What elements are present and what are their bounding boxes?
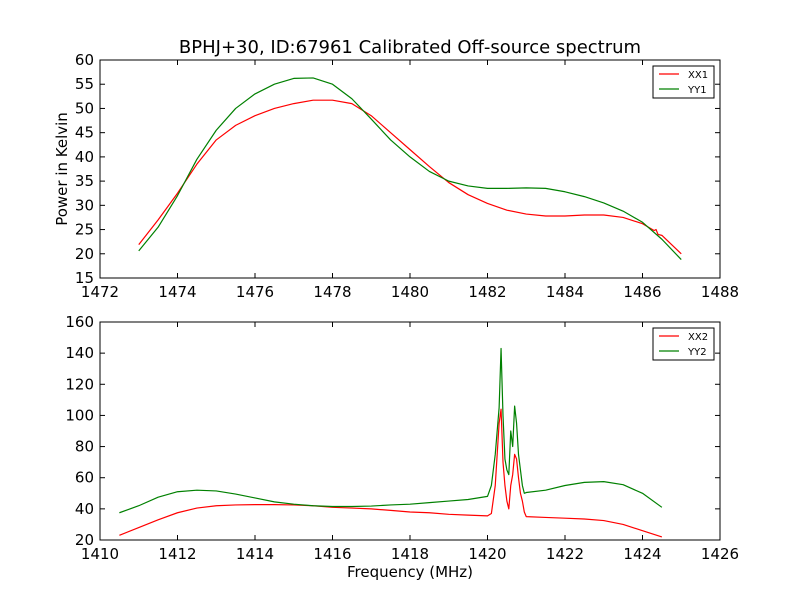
bottom-xtick-label: 1422 (546, 545, 584, 563)
bottom-legend-xx2-label: XX2 (688, 332, 708, 343)
bottom-xtick-label: 1424 (623, 545, 661, 563)
bottom-xtick-label: 1412 (158, 545, 196, 563)
top-ytick-label: 55 (75, 75, 94, 93)
top-xtick-label: 1484 (546, 283, 584, 301)
top-ytick-label: 20 (75, 245, 94, 263)
top-xtick-label: 1478 (313, 283, 351, 301)
bottom-series-line-yy2 (119, 347, 663, 514)
bottom-plot-xlabel: Frequency (MHz) (347, 563, 473, 581)
top-xtick-label: 1482 (468, 283, 506, 301)
bottom-plot-legend: XX2 YY2 (652, 327, 715, 361)
top-series-line-yy1 (138, 77, 682, 261)
bottom-ytick-label: 160 (65, 313, 94, 331)
bottom-xtick-label: 1426 (701, 545, 739, 563)
bottom-plot: Frequency (MHz) 1410 1412 1414 1416 1418 1420… (65, 313, 739, 581)
top-ytick-label: 35 (75, 172, 94, 190)
top-ytick-label: 30 (75, 196, 94, 214)
top-ytick-label: 25 (75, 221, 94, 239)
bottom-ytick-label: 20 (75, 531, 94, 549)
bottom-xtick-label: 1418 (391, 545, 429, 563)
top-series-line-xx1 (138, 99, 682, 255)
top-ytick-label: 45 (75, 124, 94, 142)
top-legend-box (652, 65, 715, 99)
top-plot-legend: XX1 YY1 (652, 65, 715, 99)
bottom-ytick-label: 100 (65, 406, 94, 424)
top-ytick-label: 15 (75, 269, 94, 287)
top-xtick-label: 1476 (236, 283, 274, 301)
bottom-ytick-label: 140 (65, 344, 94, 362)
bottom-xtick-label: 1414 (236, 545, 274, 563)
bottom-series-line-xx2 (119, 408, 663, 538)
bottom-ytick-label: 80 (75, 438, 94, 456)
top-plot-ticks: 1472 1474 1476 1478 1480 1482 1484 1486 1488 15 20… (75, 51, 739, 301)
top-xtick-label: 1474 (158, 283, 196, 301)
bottom-legend-box (652, 327, 715, 361)
top-ytick-label: 50 (75, 99, 94, 117)
bottom-xtick-label: 1410 (81, 545, 119, 563)
top-ytick-label: 40 (75, 148, 94, 166)
bottom-legend-yy2-label: YY2 (687, 347, 707, 358)
top-legend-yy1-label: YY1 (687, 85, 707, 96)
top-legend-xx1-label: XX1 (688, 70, 708, 81)
top-ytick-label: 60 (75, 51, 94, 69)
bottom-ytick-label: 40 (75, 500, 94, 518)
top-xtick-label: 1488 (701, 283, 739, 301)
bottom-ytick-label: 60 (75, 469, 94, 487)
top-xtick-label: 1472 (81, 283, 119, 301)
top-plot-title: BPHJ+30, ID:67961 Calibrated Off-source … (179, 37, 641, 58)
bottom-xtick-label: 1420 (468, 545, 506, 563)
bottom-plot-series (119, 347, 663, 538)
top-xtick-label: 1480 (391, 283, 429, 301)
bottom-ytick-label: 120 (65, 375, 94, 393)
top-plot: BPHJ+30, ID:67961 Calibrated Off-source … (53, 37, 739, 301)
bottom-xtick-label: 1416 (313, 545, 351, 563)
top-plot-ylabel: Power in Kelvin (53, 112, 71, 226)
top-plot-series (138, 77, 682, 261)
top-xtick-label: 1486 (623, 283, 661, 301)
bottom-plot-ticks: 1410 1412 1414 1416 1418 1420 1422 1424 1426 20 40… (65, 313, 739, 563)
